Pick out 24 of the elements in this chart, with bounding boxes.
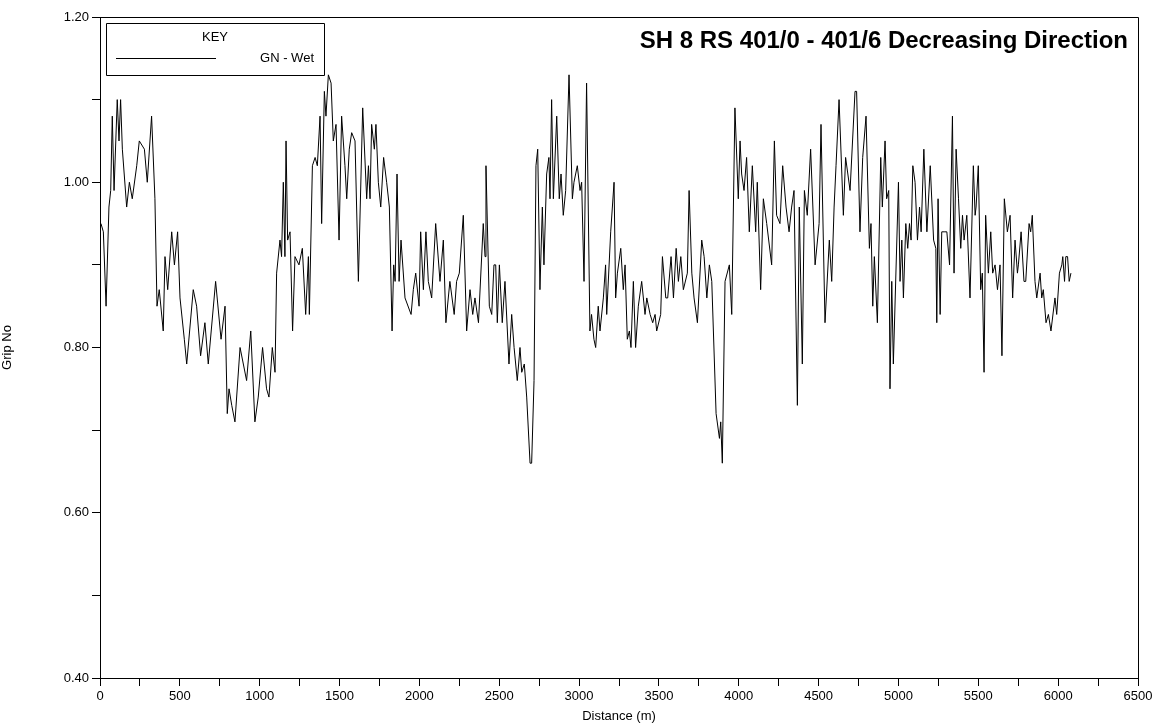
y-tick-label: 0.60: [63, 504, 89, 520]
x-tick-label: 4500: [804, 688, 834, 704]
x-tick-label: 6000: [1043, 688, 1073, 704]
x-tick-label: 1500: [325, 688, 354, 704]
x-tick-label: 6500: [1123, 688, 1153, 704]
x-tick-label: 2500: [484, 688, 514, 704]
legend-title: KEY: [201, 28, 229, 44]
y-axis-title: Grip No: [0, 325, 15, 370]
series-label: GN - Wet: [260, 49, 315, 65]
x-tick-label: 2000: [404, 688, 434, 704]
x-tick-label: 1000: [245, 688, 275, 704]
y-tick-label: 1.00: [63, 173, 89, 189]
chart-title: SH 8 RS 401/0 - 401/6 Decreasing Direction: [639, 25, 1128, 53]
y-tick-label: 1.20: [63, 8, 89, 24]
x-tick-label: 4000: [724, 688, 754, 704]
x-tick-label: 500: [168, 688, 191, 704]
x-tick-label: 3000: [564, 688, 594, 704]
x-axis-title: Distance (m): [582, 707, 656, 723]
x-tick-label: 3500: [644, 688, 674, 704]
y-tick-label: 0.40: [63, 669, 89, 685]
x-tick-label: 0: [96, 688, 104, 704]
x-tick-label: 5000: [884, 688, 913, 704]
y-tick-label: 0.80: [63, 339, 89, 355]
x-tick-label: 5500: [963, 688, 993, 704]
